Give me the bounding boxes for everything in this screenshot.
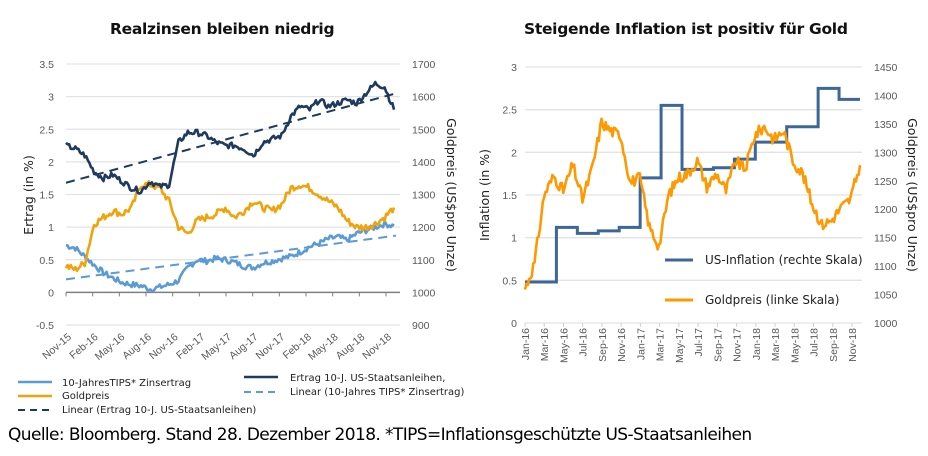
y2-tick-label: 1100 (874, 261, 897, 273)
y-tick-label: 3.5 (39, 59, 54, 71)
y2-tick-label: 1450 (874, 62, 898, 74)
y2-tick-label: 1300 (412, 190, 436, 202)
y-tick-label: 2.5 (39, 124, 54, 136)
x-tick-label: Sep-16 (597, 328, 609, 362)
y-tick-label: 0 (511, 318, 517, 330)
x-tick-label: Aug-18 (334, 331, 368, 362)
y2-tick-label: 1050 (874, 290, 898, 302)
y-tick-label: 2 (511, 147, 517, 159)
y-tick-label: 0.5 (39, 255, 54, 267)
x-tick-label: Sep-17 (712, 328, 724, 362)
y2-tick-label: 1200 (412, 222, 436, 234)
y-axis-title: Inflation (in %) (477, 149, 492, 241)
y2-axis-title: Goldpreis (US$pro Unze) (444, 118, 459, 272)
y2-tick-label: 1400 (874, 90, 898, 102)
y2-tick-label: 1250 (874, 176, 898, 188)
source-note: Quelle: Bloomberg. Stand 28. Dezember 20… (8, 425, 752, 445)
y2-tick-label: 1000 (874, 318, 898, 330)
series-line-1 (64, 180, 396, 273)
y-tick-label: 1.5 (39, 190, 54, 202)
legend-label-gold: Goldpreis (62, 391, 109, 402)
y-axis-title: Ertrag (in %) (21, 155, 36, 235)
y2-tick-label: 900 (412, 320, 430, 332)
y-tick-label: 1 (48, 222, 54, 234)
x-tick-label: Jan-16 (520, 328, 532, 360)
x-tick-label: Jul-17 (693, 328, 705, 357)
y-tick-label: 3 (48, 92, 54, 104)
x-tick-label: Jul-16 (578, 328, 590, 357)
y2-tick-label: 1000 (412, 287, 436, 299)
y-tick-label: 2.5 (502, 105, 517, 117)
series-line-0 (65, 219, 395, 293)
legend-label-gold: Goldpreis (linke Skala) (705, 293, 839, 307)
y-tick-label: 1.5 (502, 190, 517, 202)
x-tick-label: Mar-17 (655, 328, 667, 361)
y-tick-label: 2 (48, 157, 54, 169)
x-tick-label: Nov-15 (40, 331, 74, 362)
y2-tick-label: 1150 (874, 233, 897, 245)
x-tick-label: Sep-18 (828, 328, 840, 362)
x-tick-label: Jan-17 (635, 328, 647, 360)
y-tick-label: 3 (511, 62, 517, 74)
series-line-3 (65, 234, 397, 281)
x-tick-label: Nov-17 (732, 328, 744, 362)
y-tick-label: 0.5 (502, 275, 517, 287)
x-tick-label: Jul-18 (809, 328, 821, 357)
x-tick-label: May-16 (93, 331, 128, 363)
legend-label-treasury: Ertrag 10-J. US-Staatsanleihen, (290, 373, 445, 384)
x-tick-label: May-17 (674, 328, 686, 363)
left-chart: 3.5 3 2.5 2 1.5 1 0.5 0 -0.5 1700 1600 1500 1400 1300… (18, 59, 464, 416)
left-legend: 10-JahresTIPS* Zinsertrag Goldpreis Linear… (18, 373, 464, 416)
y-tick-label: 0 (48, 287, 54, 299)
series-line-gold (523, 117, 862, 290)
x-tick-label: Aug-17 (227, 331, 261, 362)
legend-label-linear-tips: Linear (10-Jahres TIPS* Zinsertrag) (290, 387, 464, 398)
x-tick-label: Jan-18 (751, 328, 763, 360)
x-tick-label: Nov-18 (847, 328, 859, 362)
x-tick-label: Nov-16 (616, 328, 628, 362)
series-line-4 (65, 92, 397, 184)
y-tick-label: 1 (511, 233, 517, 245)
y2-tick-label: 1300 (874, 147, 898, 159)
x-tick-label: May-16 (558, 328, 570, 363)
right-chart-title: Steigende Inflation ist positiv für Gold (524, 20, 848, 38)
x-tick-label: Mar-16 (539, 328, 551, 361)
y-tick-label: -0.5 (36, 320, 54, 332)
series-line-2 (65, 80, 396, 195)
y2-tick-label: 1200 (874, 204, 898, 216)
right-chart: 3 2.5 2 1.5 1 0.5 0 1450 1400 1350 1300 1250 1200 115… (477, 62, 920, 363)
legend-label-linear-treasury: Linear (Ertrag 10-J. US-Staatsanleihen) (62, 405, 256, 416)
y2-tick-label: 1400 (412, 157, 436, 169)
legend-label-inflation: US-Inflation (rechte Skala) (705, 253, 863, 267)
legend-bg (660, 248, 860, 270)
y2-axis-title: Goldpreis (US$pro Unze) (905, 118, 920, 272)
right-legend: US-Inflation (rechte Skala) Goldpreis (li… (660, 248, 863, 310)
legend-bg (660, 288, 860, 310)
x-tick-label: Mar-18 (770, 328, 782, 361)
x-tick-label: May-18 (306, 331, 341, 363)
x-tick-label: Nov-16 (147, 331, 181, 362)
legend-label-tips: 10-JahresTIPS* Zinsertrag (62, 378, 191, 389)
x-tick-label: May-17 (199, 331, 234, 363)
y2-tick-label: 1350 (874, 119, 898, 131)
x-tick-label: Aug-16 (120, 331, 154, 362)
y2-tick-label: 1100 (412, 255, 435, 267)
y2-tick-label: 1500 (412, 124, 436, 136)
y2-tick-label: 1600 (412, 92, 436, 104)
x-tick-label: Nov-18 (360, 331, 394, 362)
y2-tick-label: 1700 (412, 59, 436, 71)
x-tick-label: Nov-17 (254, 331, 288, 362)
left-chart-title: Realzinsen bleiben niedrig (110, 20, 335, 38)
x-tick-label: May-18 (789, 328, 801, 363)
